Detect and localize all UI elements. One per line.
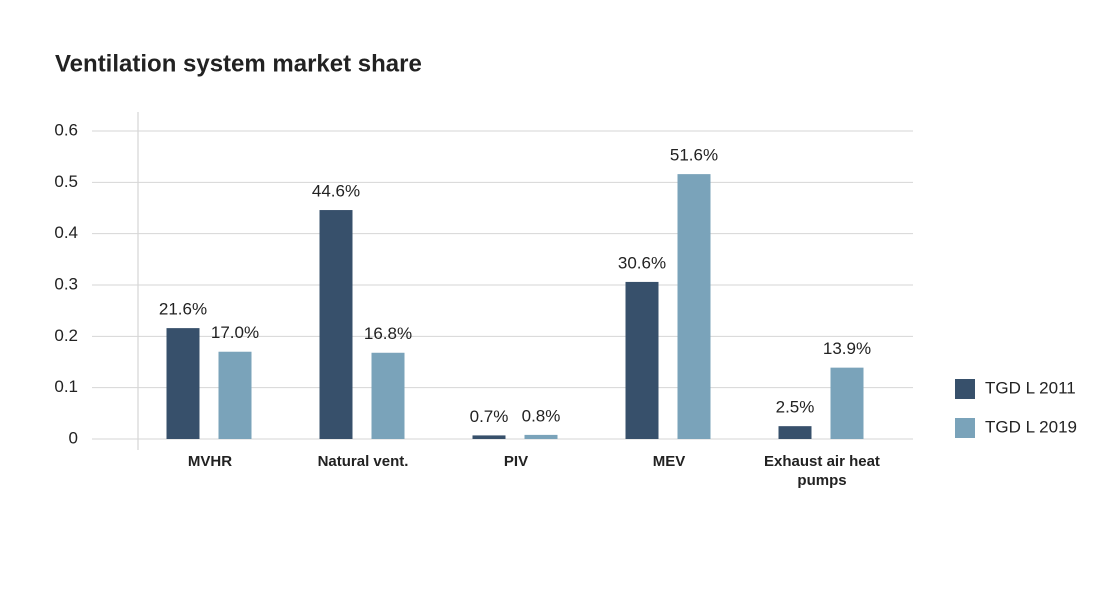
y-tick-label: 0.2	[54, 326, 78, 345]
legend-swatch	[955, 379, 975, 399]
x-tick-label: PIV	[503, 453, 529, 470]
y-tick-label: 0.5	[54, 172, 78, 191]
legend-label: TGD L 2019	[985, 417, 1077, 436]
y-tick-label: 0	[69, 428, 78, 447]
bar	[677, 174, 711, 439]
data-label: 21.6%	[159, 300, 207, 319]
y-tick-label: 0.4	[54, 223, 78, 242]
x-tick-label: Natural vent.	[317, 453, 409, 470]
y-tick-label: 0.3	[54, 274, 78, 293]
legend-label: TGD L 2011	[985, 378, 1076, 397]
bar	[166, 328, 200, 439]
data-label: 30.6%	[618, 253, 666, 272]
bar	[625, 281, 659, 439]
bar	[371, 352, 405, 439]
data-label: 13.9%	[823, 339, 871, 358]
data-label: 0.7%	[470, 407, 509, 426]
bar	[524, 434, 558, 439]
x-tick-label: MVHR	[187, 453, 233, 470]
bar	[218, 351, 252, 439]
y-tick-label: 0.1	[54, 377, 78, 396]
bar	[472, 435, 506, 439]
y-tick-label: 0.6	[54, 120, 78, 139]
data-label: 44.6%	[312, 182, 360, 201]
bar	[319, 210, 353, 439]
chart-title: Ventilation system market share	[55, 50, 422, 77]
data-label: 17.0%	[211, 323, 259, 342]
data-label: 16.8%	[364, 324, 412, 343]
data-label: 0.8%	[522, 406, 561, 425]
x-tick-label: MEV	[652, 453, 686, 470]
legend-swatch	[955, 418, 975, 438]
bar	[778, 426, 812, 439]
data-label: 51.6%	[670, 146, 718, 165]
data-label: 2.5%	[776, 398, 815, 417]
bar	[830, 367, 864, 439]
x-tick-label: Exhaust air heat pumps	[764, 453, 880, 489]
